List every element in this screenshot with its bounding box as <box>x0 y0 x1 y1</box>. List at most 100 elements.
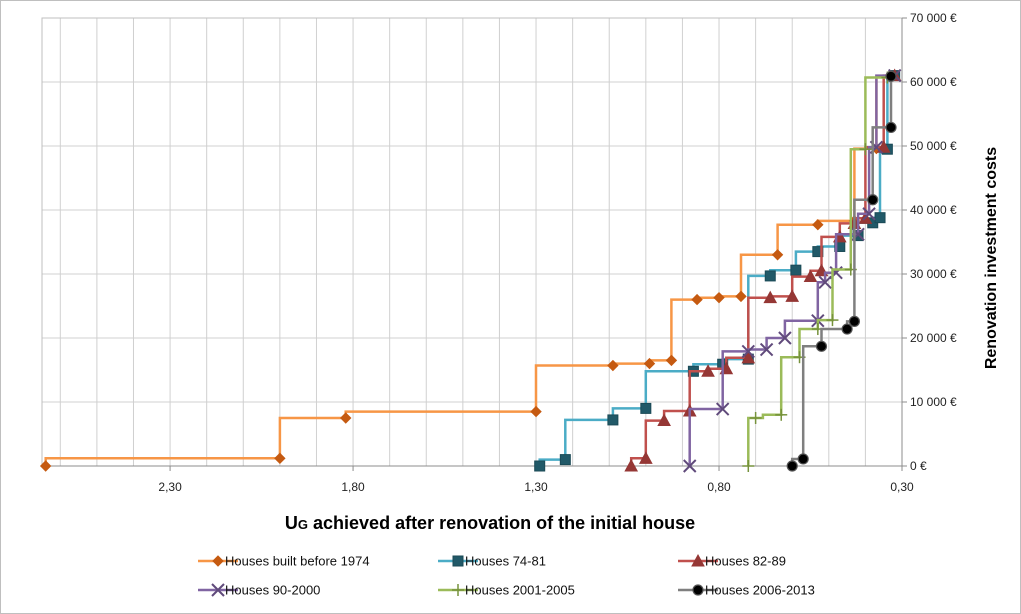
data-point <box>786 460 798 472</box>
legend-label: Houses 74-81 <box>465 554 546 569</box>
x-axis-title-sub: G <box>298 517 308 532</box>
data-point <box>859 143 872 156</box>
grid <box>41 17 907 471</box>
data-point <box>862 207 876 221</box>
x-tick-label: 2,30 <box>158 480 182 494</box>
data-point <box>759 342 774 357</box>
data-point <box>885 121 897 134</box>
series-line <box>688 74 895 466</box>
y-axis-title: Renovation investment costs <box>983 147 1000 369</box>
data-point <box>867 194 879 206</box>
data-point <box>874 212 886 224</box>
y-tick-label: 40 000 € <box>910 203 957 217</box>
legend-label: Houses 82-89 <box>705 554 786 569</box>
data-point <box>876 140 891 153</box>
x-axis-title-rest: achieved after renovation of the initial… <box>308 513 695 533</box>
legend-marker <box>691 553 705 567</box>
data-point <box>790 264 802 276</box>
data-point <box>657 413 671 427</box>
data-point <box>534 460 546 472</box>
legend-item: Houses 74-81 <box>438 554 546 569</box>
data-point <box>735 290 747 303</box>
data-point <box>763 290 778 304</box>
data-point <box>607 414 619 426</box>
x-axis-title: UG achieved after renovation of the init… <box>285 513 695 533</box>
data-point <box>812 246 824 258</box>
series-2 <box>534 70 901 472</box>
series-3 <box>624 68 902 472</box>
data-point <box>559 454 571 466</box>
data-point <box>812 219 824 231</box>
data-point <box>530 405 542 418</box>
legend-marker <box>452 584 464 596</box>
marker-stroke <box>683 459 697 473</box>
data-point <box>841 323 853 335</box>
data-point <box>39 460 52 472</box>
marker-stroke <box>741 344 756 359</box>
series-layer <box>39 68 902 473</box>
legend-item: Houses 90-2000 <box>198 583 320 598</box>
y-tick-label: 0 € <box>910 459 927 473</box>
series-6 <box>786 70 897 472</box>
data-point <box>848 315 861 327</box>
legend-label: Houses built before 1974 <box>225 554 370 569</box>
series-line <box>44 75 891 466</box>
data-point <box>274 452 286 465</box>
y-tick-label: 30 000 € <box>910 267 957 281</box>
x-axis-title-main: U <box>285 513 298 533</box>
legend-label: Houses 90-2000 <box>225 583 320 598</box>
marker-stroke <box>778 331 792 345</box>
legend-marker <box>452 555 464 567</box>
marker-stroke <box>862 207 876 221</box>
data-point <box>749 412 762 424</box>
x-tick-label: 0,30 <box>890 480 914 494</box>
legend-label: Houses 2001-2005 <box>465 583 575 598</box>
marker-stroke <box>211 583 225 597</box>
data-point <box>778 331 792 345</box>
data-point <box>665 354 678 367</box>
y-tick-label: 20 000 € <box>910 331 957 345</box>
legend-item: Houses 2001-2005 <box>438 583 575 598</box>
data-point <box>818 275 832 290</box>
data-point <box>683 459 697 473</box>
data-point <box>701 364 715 377</box>
data-point <box>741 344 756 359</box>
data-point <box>775 408 788 421</box>
data-point <box>624 458 639 472</box>
data-point <box>741 350 756 364</box>
data-point <box>771 249 784 261</box>
data-point <box>691 293 703 306</box>
data-point <box>785 289 800 302</box>
marker-stroke <box>759 342 774 357</box>
legend-label: Houses 2006-2013 <box>705 583 815 598</box>
data-point <box>643 357 656 370</box>
legend-marker <box>692 584 704 596</box>
marker-stroke <box>715 402 730 416</box>
y-tick-label: 10 000 € <box>910 395 957 409</box>
legend-item: Houses built before 1974 <box>198 554 370 569</box>
series-line <box>538 74 895 466</box>
data-point <box>742 460 755 472</box>
marker-stroke <box>818 275 832 290</box>
data-point <box>638 451 653 464</box>
x-tick-label: 1,30 <box>524 480 548 494</box>
axis-labels: 2,30 1,80 1,30 0,80 0,30 0 € 10 000 € 20 000 € 3… <box>158 11 957 494</box>
legend-marker <box>212 555 224 567</box>
data-point <box>826 314 839 327</box>
data-point <box>803 269 818 283</box>
data-point <box>713 291 725 304</box>
data-point <box>715 402 730 416</box>
y-tick-label: 70 000 € <box>910 11 957 25</box>
x-tick-label: 1,80 <box>341 480 365 494</box>
data-point <box>815 340 828 352</box>
legend-marker <box>211 583 225 597</box>
data-point <box>797 453 809 465</box>
data-point <box>640 402 652 414</box>
legend: Houses built before 1974 Houses 74-81 Hous… <box>198 554 815 598</box>
data-point <box>885 70 897 82</box>
series-1 <box>39 71 897 472</box>
plot-area-border <box>41 17 903 467</box>
data-point <box>607 359 619 372</box>
legend-item: Houses 82-89 <box>678 554 786 569</box>
